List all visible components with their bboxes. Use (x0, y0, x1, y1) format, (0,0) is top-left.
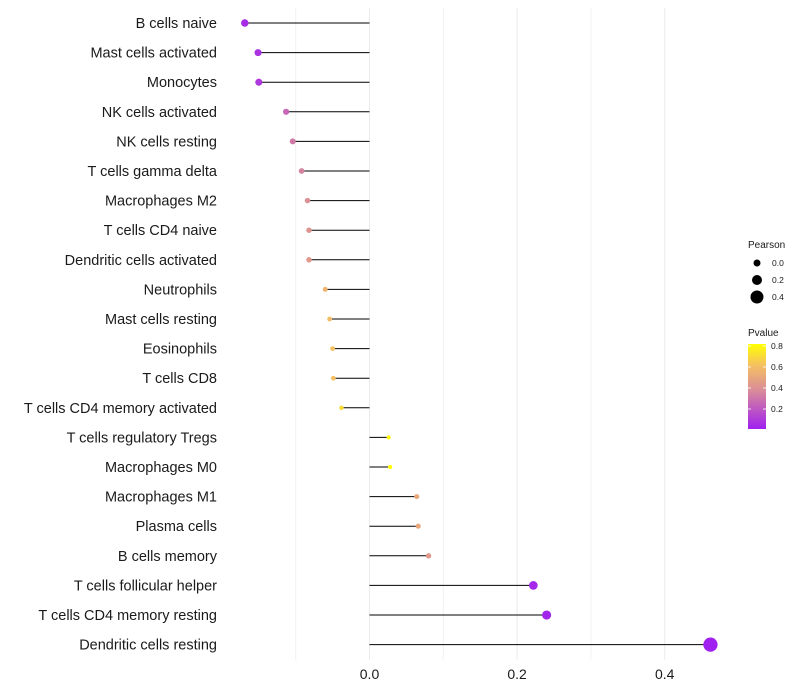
size-legend-label-1: 0.2 (772, 275, 784, 285)
pearson-size-legend: Pearson 0.0 0.2 0.4 (748, 240, 785, 304)
colorbar-label-0.8: 0.8 (771, 341, 783, 351)
colorbar-label-0.4: 0.4 (771, 383, 783, 393)
lollipop-dot (304, 197, 311, 204)
category-label: B cells memory (118, 549, 218, 565)
size-legend-dot-small (753, 259, 761, 267)
lollipop-stems (244, 22, 711, 646)
category-label: Dendritic cells resting (79, 638, 217, 654)
category-label: Monocytes (147, 75, 217, 91)
x-tick-label: 0.2 (507, 666, 527, 682)
category-label: Dendritic cells activated (65, 253, 217, 269)
category-label: T cells regulatory Tregs (67, 430, 217, 446)
x-axis-ticks: 0.0 0.2 0.4 (360, 666, 675, 682)
category-label: Plasma cells (136, 519, 217, 535)
category-label: Mast cells activated (90, 46, 217, 62)
pvalue-color-legend: Pvalue 0.8 0.6 0.4 0.2 (748, 328, 783, 429)
lollipop-dot (289, 138, 296, 145)
category-label: Mast cells resting (105, 312, 217, 328)
category-label: T cells gamma delta (88, 164, 218, 180)
lollipop-dot (306, 257, 312, 263)
lollipop-dot (703, 637, 718, 652)
lollipop-dot (425, 553, 432, 559)
lollipop-dot (327, 316, 333, 322)
lollipop-dot (330, 346, 335, 351)
colorbar-label-0.6: 0.6 (771, 362, 783, 372)
lollipop-dot (414, 494, 420, 500)
lollipop-dot (528, 581, 538, 590)
category-labels: B cells naive Mast cells activated Monocyt… (24, 16, 218, 654)
category-label: Neutrophils (144, 282, 217, 298)
lollipop-dot (254, 49, 262, 57)
size-legend-label-2: 0.4 (772, 292, 784, 302)
category-label: Macrophages M0 (105, 460, 217, 476)
x-tick-label: 0.0 (360, 666, 380, 682)
category-label: T cells CD8 (142, 371, 217, 387)
lollipop-dot (298, 168, 305, 174)
category-label: T cells CD4 memory activated (24, 401, 217, 417)
size-legend-label-0: 0.0 (772, 258, 784, 268)
category-label: NK cells activated (102, 105, 217, 121)
size-legend-dot-medium (752, 275, 762, 285)
lollipop-dot (339, 405, 344, 411)
lollipop-dot (306, 227, 312, 233)
colorbar-label-0.2: 0.2 (771, 404, 783, 414)
lollipop-dot (283, 108, 290, 115)
grid-lines (295, 8, 666, 660)
lollipop-dot (415, 523, 421, 529)
category-label: T cells CD4 naive (104, 223, 217, 239)
lollipop-dots (241, 19, 718, 652)
lollipop-dot (542, 610, 552, 620)
pvalue-colorbar (748, 344, 766, 429)
pvalue-legend-title: Pvalue (748, 328, 779, 339)
x-tick-label: 0.4 (655, 666, 675, 682)
category-label: B cells naive (136, 16, 217, 32)
lollipop-dot (386, 435, 391, 440)
category-label: T cells CD4 memory resting (38, 608, 217, 624)
lollipop-dot (241, 19, 249, 27)
size-legend-dot-large (750, 290, 764, 304)
lollipop-dot (330, 375, 336, 381)
pearson-legend-title: Pearson (748, 240, 785, 251)
category-label: Eosinophils (143, 342, 217, 358)
lollipop-dot (322, 286, 328, 292)
lollipop-dot (388, 464, 393, 470)
category-label: Macrophages M1 (105, 490, 217, 506)
lollipop-dot (255, 78, 263, 86)
category-label: T cells follicular helper (74, 578, 217, 594)
category-label: Macrophages M2 (105, 194, 217, 210)
category-label: NK cells resting (116, 134, 217, 150)
